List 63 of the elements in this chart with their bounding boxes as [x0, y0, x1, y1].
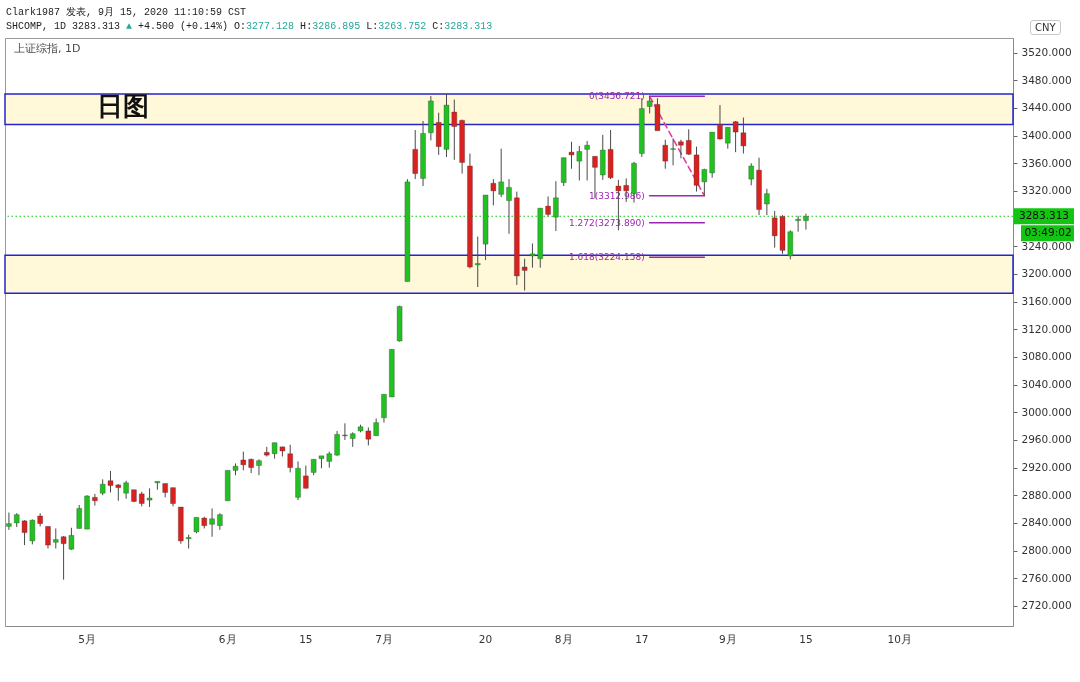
y-tick-label: 3320.000 — [1021, 184, 1072, 197]
y-tick-label: 3520.000 — [1021, 46, 1072, 59]
x-tick-label: 5月 — [78, 632, 96, 645]
y-tick-label: 3160.000 — [1021, 295, 1072, 308]
y-tick-label: 2760.000 — [1021, 571, 1072, 584]
x-tick-label: 17 — [635, 632, 649, 645]
candlestick — [678, 139, 684, 159]
candlestick — [334, 430, 340, 457]
candlestick — [240, 451, 247, 471]
chart-title: Clark1987 发表, 9月 15, 2020 11:10:59 CST — [6, 6, 247, 19]
annotation: 日图 — [97, 91, 149, 121]
candlestick — [584, 140, 590, 181]
x-tick-label: 15 — [299, 632, 313, 645]
candlestick — [256, 458, 262, 476]
x-tick-label: 10月 — [887, 632, 912, 645]
candlestick — [553, 180, 559, 232]
candlestick — [76, 504, 83, 529]
candlestick — [342, 422, 348, 441]
y-tick-label: 3480.000 — [1021, 73, 1072, 86]
candlestick — [92, 493, 98, 507]
candlestick — [670, 137, 676, 166]
text: SHCOMP, 1D 3283.313 ▲ +4.500 (+0.14%) O:3277.128 H:3286.895 L:3263.752 C:3283.313 — [6, 21, 493, 32]
candlestick — [474, 236, 481, 288]
text: 03:49:02 — [1024, 226, 1072, 239]
candlestick — [45, 525, 51, 550]
candlestick — [717, 104, 723, 141]
y-tick-label: 3440.000 — [1021, 101, 1072, 114]
candlestick — [302, 465, 309, 489]
candlestick — [748, 162, 755, 186]
candlestick — [170, 487, 176, 507]
x-tick-label: 6月 — [218, 632, 237, 645]
y-tick-label: 2800.000 — [1021, 544, 1072, 557]
y-tick-label: 2840.000 — [1021, 516, 1072, 529]
candlestick — [764, 188, 770, 216]
y-tick-label: 3200.000 — [1021, 267, 1072, 280]
annotation: 上证综指, 1D — [14, 42, 81, 55]
candlestick — [506, 178, 512, 235]
candlestick — [545, 195, 551, 217]
candlestick — [381, 393, 387, 424]
candlestick — [803, 213, 809, 231]
candlestick — [209, 507, 215, 538]
y-tick-label: 3000.000 — [1021, 405, 1072, 418]
ref-line-label: 3283.313 — [1018, 209, 1070, 222]
y-tick-label: 3120.000 — [1021, 322, 1072, 335]
y-tick-label: 3360.000 — [1021, 156, 1072, 169]
y-axis-title: CNY — [1030, 20, 1061, 35]
x-tick-label: 7月 — [375, 632, 393, 645]
x-tick-label: 8月 — [554, 632, 573, 645]
x-tick-label: 9月 — [718, 632, 737, 645]
y-tick-label: 2960.000 — [1021, 433, 1072, 446]
y-tick-label: 2880.000 — [1021, 488, 1072, 501]
y-tick-label: 3240.000 — [1021, 239, 1072, 252]
y-tick-label: 2720.000 — [1021, 599, 1072, 612]
y-tick-label: 2920.000 — [1021, 461, 1072, 474]
y-tick-label: 3080.000 — [1021, 350, 1072, 363]
candlestick — [287, 444, 294, 473]
y-tick-label: 3400.000 — [1021, 129, 1072, 142]
candlestick — [6, 512, 12, 531]
x-tick-label: 15 — [799, 632, 813, 645]
y-tick-label: 3040.000 — [1021, 378, 1072, 391]
x-tick-label: 20 — [478, 632, 493, 645]
candlestick — [795, 215, 801, 233]
candlestick — [662, 139, 669, 170]
